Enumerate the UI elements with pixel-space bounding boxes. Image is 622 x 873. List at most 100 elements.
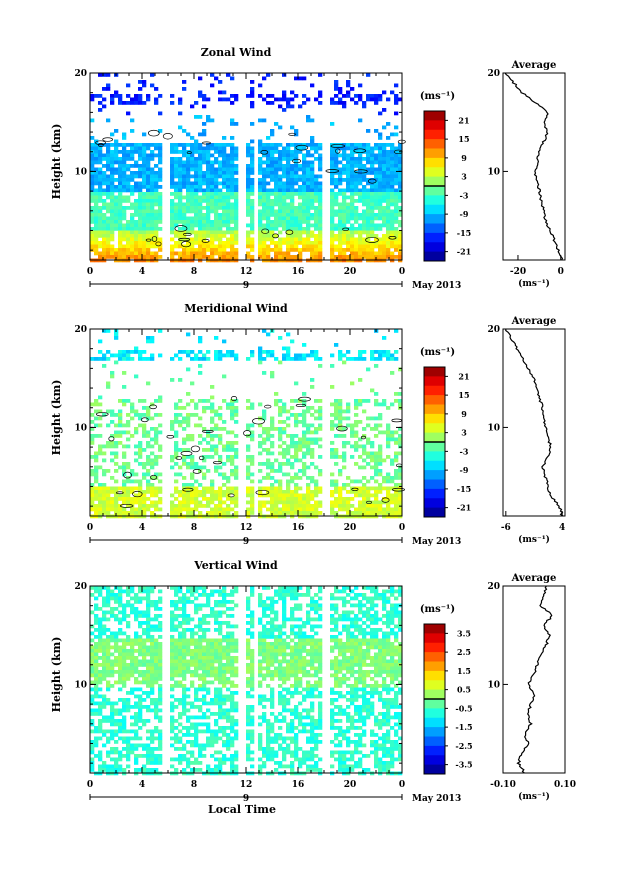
colorbar-segment bbox=[424, 251, 445, 262]
colorbar-segment bbox=[424, 120, 445, 131]
y-axis-title: Height (km) bbox=[50, 124, 63, 200]
y-axis-title: Height (km) bbox=[50, 637, 63, 713]
colorbar-segment bbox=[424, 385, 445, 396]
x-tick-label: 12 bbox=[240, 523, 253, 533]
colorbar-tick-label: -9 bbox=[460, 209, 469, 219]
colorbar-segment bbox=[424, 498, 445, 509]
profile-x-tick-label: -6 bbox=[501, 523, 511, 533]
profile-frame bbox=[502, 328, 566, 517]
profile-x-tick-label: 4 bbox=[559, 523, 565, 533]
colorbar-tick-label: 3 bbox=[461, 428, 467, 438]
average-profile: Average -0.10 0.10 20 10 (ms⁻¹) bbox=[487, 573, 575, 802]
x-tick-label: 4 bbox=[139, 267, 145, 277]
day-axis-ends bbox=[89, 537, 403, 543]
colorbar-segment bbox=[424, 111, 445, 121]
profile-unit: (ms⁻¹) bbox=[518, 791, 550, 802]
day-label: 9 bbox=[243, 794, 249, 804]
colorbar-unit: (ms⁻¹) bbox=[420, 347, 455, 358]
profile-line bbox=[504, 72, 564, 261]
y-tick-label: 20 bbox=[74, 69, 87, 79]
profile-unit: (ms⁻¹) bbox=[518, 534, 550, 545]
colorbar-segment bbox=[424, 670, 445, 681]
colorbar-segment bbox=[424, 680, 445, 691]
y-tick-label: 10 bbox=[74, 167, 87, 177]
colorbar-tick-label: -3 bbox=[460, 446, 469, 456]
contour-lines bbox=[95, 129, 406, 248]
contour-lines bbox=[95, 395, 406, 508]
colorbar-segment bbox=[424, 661, 445, 672]
profile-x-tick-label: -20 bbox=[510, 267, 526, 277]
panel-title: Vertical Wind bbox=[193, 559, 278, 572]
x-tick-label: 12 bbox=[240, 267, 253, 277]
x-tick-label: 20 bbox=[344, 267, 357, 277]
panel-title: Meridional Wind bbox=[184, 302, 288, 315]
colorbar-segment bbox=[424, 470, 445, 480]
colorbar-tick-label: 3 bbox=[461, 172, 467, 182]
colorbar-segment bbox=[424, 764, 445, 775]
x-tick-label: 8 bbox=[191, 780, 197, 790]
colorbar-segment bbox=[424, 242, 445, 253]
panel-title: Zonal Wind bbox=[201, 46, 272, 59]
colorbar-segment bbox=[424, 642, 445, 653]
colorbar: 21 15 9 3 -3 -9 -15 -21 bbox=[423, 366, 471, 518]
colorbar: 3.5 2.5 1.5 0.5 -0.5 -1.5 -2.5 -3.5 bbox=[423, 623, 473, 775]
colorbar-tick-label: -2.5 bbox=[455, 741, 472, 751]
profile-x-tick-label: 0 bbox=[558, 267, 564, 277]
profile-y-tick-label: 10 bbox=[487, 423, 500, 433]
profile-y-tick-label: 10 bbox=[487, 680, 500, 690]
day-label: 9 bbox=[243, 281, 249, 291]
profile-frame bbox=[502, 72, 566, 261]
colorbar-segment bbox=[424, 214, 445, 224]
colorbar-tick-label: 1.5 bbox=[457, 666, 471, 676]
colorbar-segment bbox=[424, 488, 445, 499]
profile-y-tick-label: 20 bbox=[487, 69, 500, 79]
colorbar-segment bbox=[424, 376, 445, 387]
x-axis: 0 4 8 12 16 20 0 bbox=[87, 586, 405, 790]
colorbar: 21 15 9 3 -3 -9 -15 -21 bbox=[423, 110, 471, 262]
day-axis-ends bbox=[89, 281, 403, 287]
colorbar-segment bbox=[424, 689, 445, 700]
colorbar-unit: (ms⁻¹) bbox=[420, 91, 455, 102]
colorbar-segment bbox=[424, 232, 445, 243]
colorbar-segment bbox=[424, 404, 445, 415]
colorbar-segment bbox=[424, 367, 445, 377]
colorbar-segment bbox=[424, 736, 445, 747]
average-title: Average bbox=[511, 316, 557, 327]
x-tick-label: 4 bbox=[139, 780, 145, 790]
average-profile: Average -6 4 20 10 (ms⁻¹) bbox=[487, 316, 566, 545]
average-title: Average bbox=[511, 60, 557, 71]
profile-y-tick-label: 10 bbox=[487, 167, 500, 177]
colorbar-segment bbox=[424, 727, 445, 737]
colorbar-segment bbox=[424, 223, 445, 234]
average-profile: Average -20 0 20 10 (ms⁻¹) bbox=[487, 60, 566, 289]
colorbar-tick-label: 0.5 bbox=[457, 685, 471, 695]
date-label: May 2013 bbox=[412, 794, 461, 804]
x-tick-label: 0 bbox=[399, 267, 405, 277]
day-label: 9 bbox=[243, 537, 249, 547]
x-tick-label: 4 bbox=[139, 523, 145, 533]
x-tick-label: 20 bbox=[344, 780, 357, 790]
date-label: May 2013 bbox=[412, 537, 461, 547]
profile-y-tick-label: 20 bbox=[487, 582, 500, 592]
y-tick-label: 10 bbox=[74, 423, 87, 433]
colorbar-tick-label: -15 bbox=[457, 484, 471, 494]
colorbar-tick-label: 15 bbox=[458, 134, 469, 144]
x-tick-label: 16 bbox=[292, 780, 305, 790]
colorbar-segment bbox=[424, 633, 445, 644]
x-axis: 0 4 8 12 16 20 0 bbox=[87, 329, 405, 533]
colorbar-segment bbox=[424, 479, 445, 490]
colorbar-tick-label: -0.5 bbox=[455, 703, 472, 713]
panel-2: Vertical Wind 0 4 8 12 16 20 0 9 May 2013 Local Ti… bbox=[50, 559, 576, 816]
x-tick-label: 20 bbox=[344, 523, 357, 533]
profile-frame bbox=[502, 585, 566, 774]
colorbar-tick-label: 21 bbox=[458, 371, 469, 381]
y-axis-title: Height (km) bbox=[50, 380, 63, 456]
colorbar-tick-label: 15 bbox=[458, 390, 469, 400]
colorbar-segment bbox=[424, 432, 445, 443]
colorbar-segment bbox=[424, 413, 445, 424]
colorbar-segment bbox=[424, 423, 445, 434]
colorbar-tick-label: -9 bbox=[460, 465, 469, 475]
